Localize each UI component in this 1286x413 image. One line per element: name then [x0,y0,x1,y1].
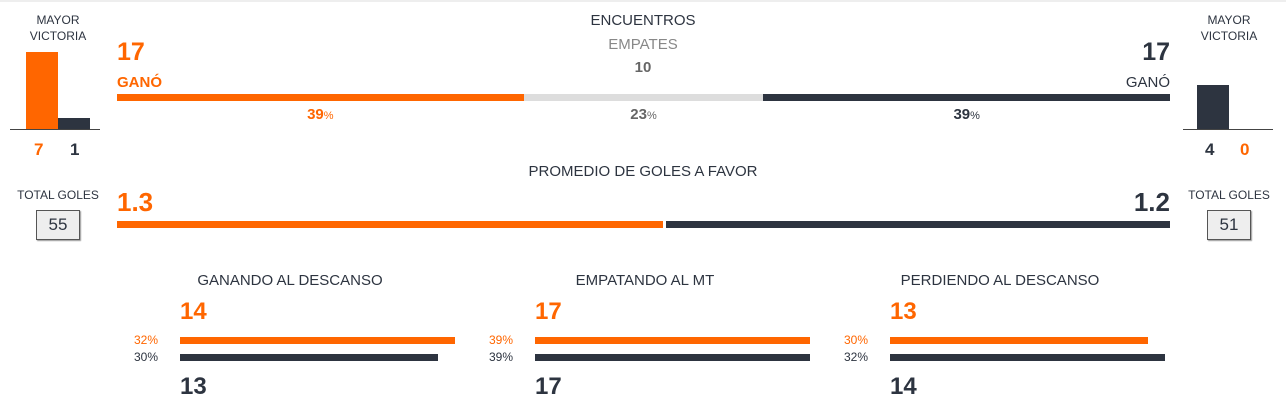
section-title: EMPATANDO AL MT [575,272,715,289]
section-title: PERDIENDO AL DESCANSO [900,272,1100,289]
pct-value: 30 [133,350,148,364]
bar [58,118,90,129]
pct-unit: % [857,333,868,347]
pct-unit: % [147,333,158,347]
home-count: 14 [180,298,207,325]
home-label: GANÓ [117,74,162,91]
draws-label: EMPATES [608,36,678,53]
home-pct: 30% [844,333,868,347]
biggest-win-home: 0 [1240,140,1250,159]
pct-unit: % [502,333,513,347]
total-goals: 55 [36,210,80,240]
total-goals: 51 [1207,210,1251,240]
biggest-win-label: MAYOR VICTORIA [29,13,87,43]
section-title: PROMEDIO DE GOLES A FAVOR [528,163,758,180]
pct-value: 32 [133,333,148,347]
biggest-win-chart [1183,52,1273,130]
biggest-win-chart [10,52,100,130]
pct-value: 23 [630,106,647,123]
avg-home: 1.3 [117,187,154,217]
bar [1197,85,1229,129]
total-goals-label: TOTAL GOLES [1188,188,1270,202]
bar [26,52,58,129]
pct-unit: % [323,110,334,122]
pct-value: 30 [843,333,858,347]
bar-segment [117,94,524,101]
bar [535,354,810,361]
pct-unit: % [147,350,158,364]
away-count: 14 [890,373,917,400]
away-count: 13 [180,373,207,400]
total-goals-label: TOTAL GOLES [17,188,99,202]
bar [180,337,455,344]
away-pct: 30% [134,350,158,364]
pct-label: 39% [763,106,1170,123]
pct-unit: % [646,110,657,122]
biggest-win-away: 4 [1205,140,1215,159]
pct-label: 39% [117,106,524,123]
matches-pct-row: 39% 23% 39% [117,106,1170,123]
home-count: 13 [890,298,917,325]
home-wins: 17 [117,38,145,66]
away-label: GANÓ [1125,74,1170,91]
avg-bar [117,221,1170,228]
pct-unit: % [970,110,980,122]
matches-bar [117,94,1171,101]
pct-unit: % [502,350,513,364]
biggest-win-label: MAYOR VICTORIA [1200,13,1258,43]
pct-value: 39 [488,333,503,347]
away-pct: 32% [844,350,868,364]
section-title: GANANDO AL DESCANSO [197,272,383,289]
away-count: 17 [535,373,562,400]
pct-value: 39 [307,106,324,123]
bar [180,354,438,361]
home-pct: 32% [134,333,158,347]
bar [535,337,810,344]
bar [890,354,1165,361]
biggest-win-home: 7 [34,140,44,159]
biggest-win-away: 1 [70,140,80,159]
away-wins: 17 [1142,38,1170,66]
bar-segment [763,94,1171,101]
bar-segment [117,221,663,228]
avg-away: 1.2 [1133,187,1170,217]
pct-value: 39 [953,106,971,123]
bar-segment [523,94,764,101]
pct-unit: % [857,350,868,364]
home-count: 17 [535,298,562,325]
pct-label: 23% [524,106,764,123]
pct-value: 39 [488,350,503,364]
section-title: ENCUENTROS [590,12,696,29]
home-pct: 39% [489,333,513,347]
pct-value: 32 [843,350,858,364]
bar-segment [666,221,1170,228]
draws: 10 [634,59,652,76]
bar [890,337,1148,344]
away-pct: 39% [489,350,513,364]
